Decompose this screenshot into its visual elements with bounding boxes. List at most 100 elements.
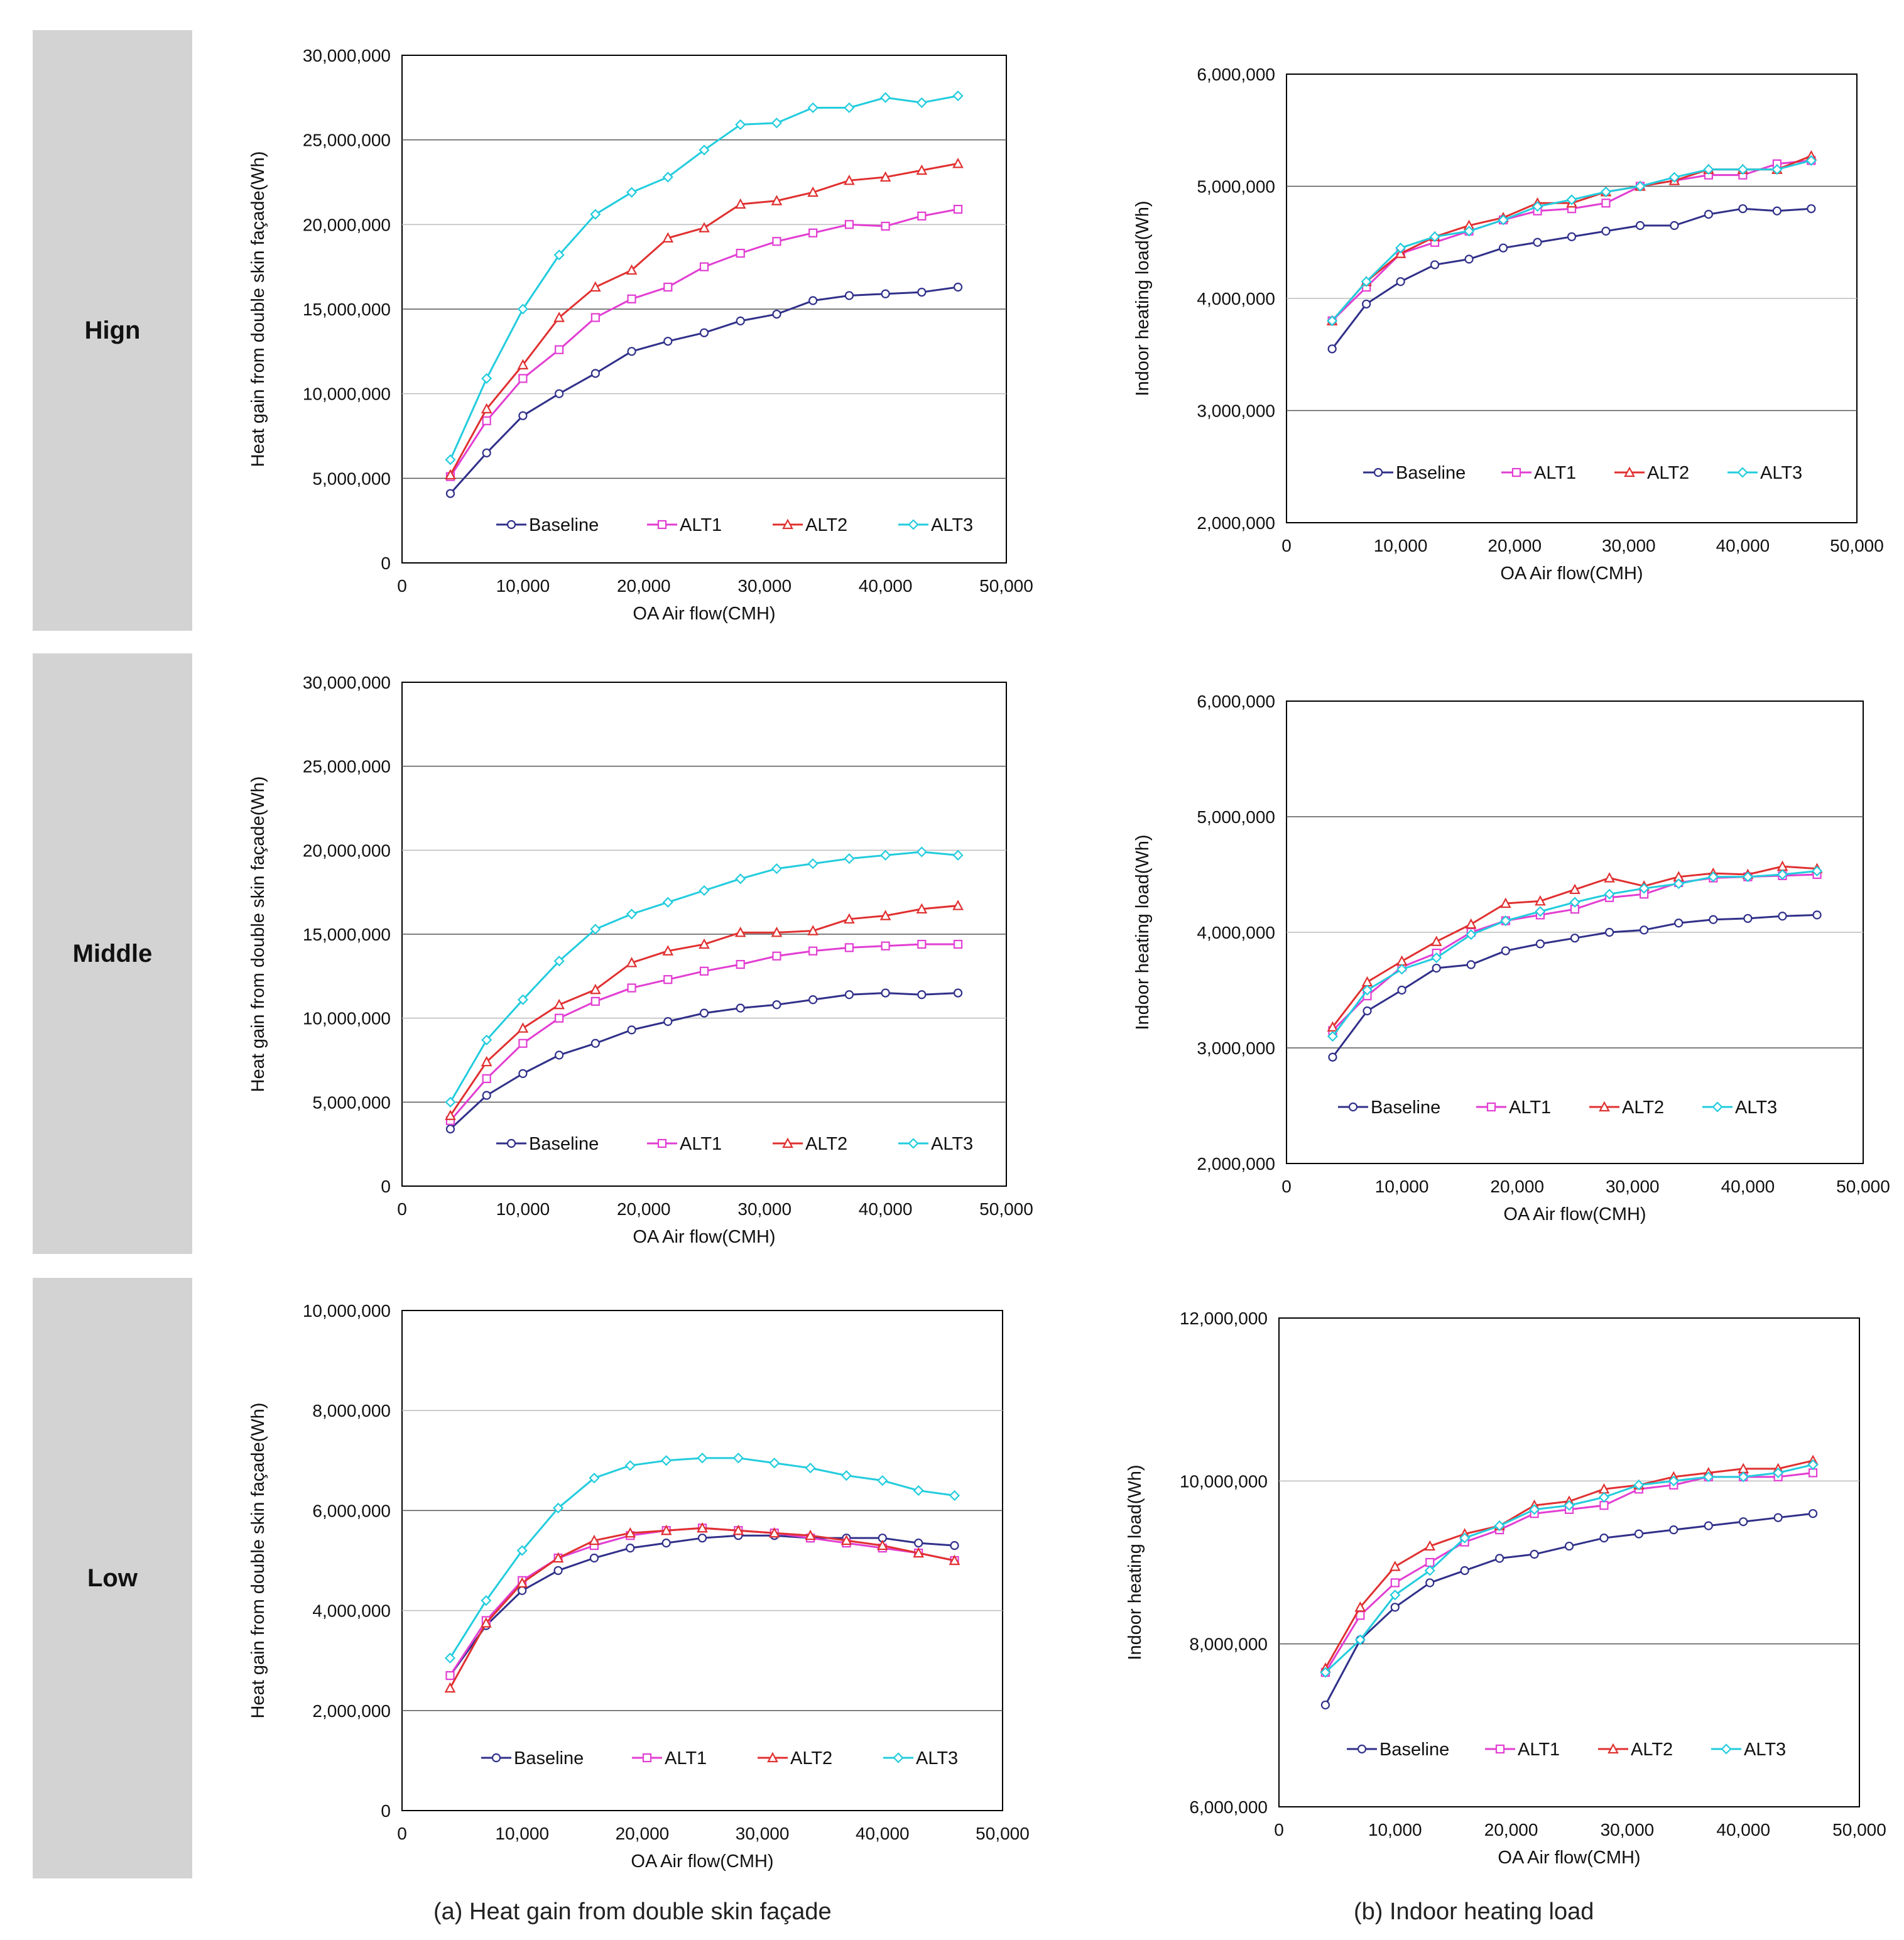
data-point-alt1 xyxy=(808,946,818,956)
data-point-alt2 xyxy=(734,198,746,209)
data-point-baseline xyxy=(1739,1517,1748,1527)
data-point-alt1 xyxy=(590,996,600,1006)
data-point-alt3 xyxy=(699,885,710,896)
y-axis-title: Indoor heating load(Wh) xyxy=(1125,1464,1145,1660)
data-point-alt2 xyxy=(552,1552,564,1563)
data-point-alt1 xyxy=(953,939,963,949)
legend-marker-alt3 xyxy=(893,1752,904,1763)
x-tick-label: 40,000 xyxy=(856,1824,910,1843)
y-axis-title: Heat gain from double skin façade(Wh) xyxy=(248,1403,268,1719)
data-point-alt1 xyxy=(699,262,709,271)
data-point-baseline xyxy=(1327,344,1337,354)
data-point-alt3 xyxy=(805,1463,816,1474)
data-point-alt3 xyxy=(1535,906,1546,917)
data-point-alt1 xyxy=(953,204,963,214)
y-tick-label: 4,000,000 xyxy=(1197,923,1275,942)
data-point-alt2 xyxy=(626,264,638,275)
data-point-baseline xyxy=(1530,1549,1539,1559)
data-point-alt3 xyxy=(626,187,638,198)
data-point-baseline xyxy=(482,1091,491,1100)
data-point-alt3 xyxy=(1635,180,1646,192)
data-point-alt3 xyxy=(1327,315,1338,327)
data-point-alt2 xyxy=(553,998,565,1010)
legend-marker-baseline xyxy=(506,1138,516,1148)
data-point-alt3 xyxy=(1812,865,1823,877)
data-point-baseline xyxy=(1320,1700,1330,1710)
x-axis-title: OA Air flow(CMH) xyxy=(1498,1848,1640,1868)
x-tick-label: 10,000 xyxy=(1375,1177,1429,1196)
data-point-baseline xyxy=(808,995,818,1005)
data-point-alt3 xyxy=(1771,164,1783,175)
legend-marker-baseline xyxy=(491,1753,501,1763)
data-point-alt2 xyxy=(626,957,638,967)
y-axis-title: Indoor heating load(Wh) xyxy=(1133,834,1153,1030)
data-point-baseline xyxy=(1640,925,1649,935)
data-point-baseline xyxy=(1501,946,1510,956)
data-point-alt3 xyxy=(1396,964,1408,975)
x-tick-label: 10,000 xyxy=(1368,1820,1422,1839)
x-tick-label: 20,000 xyxy=(1484,1820,1538,1839)
data-point-alt1 xyxy=(627,294,636,303)
data-point-baseline xyxy=(1390,1603,1400,1612)
data-point-alt3 xyxy=(1598,1491,1609,1503)
legend-marker-alt3 xyxy=(1712,1101,1723,1113)
data-point-alt3 xyxy=(807,858,819,869)
legend-marker-alt3 xyxy=(908,519,919,530)
legend-label-alt3: ALT3 xyxy=(1735,1098,1777,1118)
x-tick-label: 30,000 xyxy=(1602,536,1656,555)
data-point-alt3 xyxy=(1500,915,1511,927)
legend-marker-alt3 xyxy=(1737,467,1748,478)
data-point-alt2 xyxy=(1424,1540,1436,1551)
legend-label-baseline: Baseline xyxy=(1379,1740,1449,1760)
data-point-baseline xyxy=(1812,910,1822,920)
data-point-alt1 xyxy=(482,1074,491,1084)
data-point-alt3 xyxy=(1566,194,1577,205)
data-point-baseline xyxy=(1533,237,1542,247)
data-point-baseline xyxy=(881,988,890,998)
data-point-alt2 xyxy=(732,1524,744,1535)
data-point-alt2 xyxy=(624,1527,636,1538)
data-point-alt2 xyxy=(553,312,565,322)
legend-marker-baseline xyxy=(1348,1102,1358,1112)
data-point-alt3 xyxy=(626,908,638,920)
data-point-alt3 xyxy=(553,956,565,967)
legend-marker-alt1 xyxy=(1495,1744,1505,1754)
y-axis-title: Indoor heating load(Wh) xyxy=(1133,200,1153,396)
legend-label-alt3: ALT3 xyxy=(916,1748,958,1768)
data-point-baseline xyxy=(627,347,636,356)
y-tick-label: 8,000,000 xyxy=(312,1401,391,1420)
data-point-alt1 xyxy=(1599,1501,1609,1510)
data-point-alt1 xyxy=(772,951,781,961)
caption-heat-gain: (a) Heat gain from double skin façade xyxy=(433,1899,832,1925)
data-point-baseline xyxy=(1670,221,1679,231)
data-point-baseline xyxy=(1460,1566,1469,1576)
data-point-baseline xyxy=(1601,226,1611,236)
data-point-alt3 xyxy=(444,1652,456,1664)
data-point-baseline xyxy=(1396,277,1405,286)
x-tick-label: 20,000 xyxy=(1488,536,1542,555)
legend-marker-alt2 xyxy=(767,1752,778,1763)
data-point-baseline xyxy=(1498,243,1508,253)
data-point-alt2 xyxy=(916,903,928,914)
data-point-alt3 xyxy=(1327,1031,1338,1042)
data-point-alt2 xyxy=(697,1522,708,1533)
data-point-alt3 xyxy=(662,896,673,908)
data-point-baseline xyxy=(1397,985,1406,995)
data-point-baseline xyxy=(590,369,600,378)
data-point-alt2 xyxy=(660,1524,672,1535)
legend-label-alt2: ALT2 xyxy=(805,515,847,535)
data-point-alt3 xyxy=(1464,226,1475,237)
plot-area xyxy=(1278,1317,1860,1807)
row-label-high: Hign xyxy=(33,30,192,631)
data-point-alt3 xyxy=(517,303,528,315)
x-tick-label: 10,000 xyxy=(496,1199,550,1219)
data-point-alt3 xyxy=(1807,1459,1819,1470)
data-point-alt3 xyxy=(844,102,855,114)
data-point-baseline xyxy=(1738,204,1748,214)
data-point-alt3 xyxy=(553,1502,564,1513)
legend-label-baseline: Baseline xyxy=(529,515,599,535)
data-point-alt1 xyxy=(772,237,781,246)
data-point-alt2 xyxy=(1569,883,1580,895)
data-point-alt3 xyxy=(1633,1480,1645,1491)
